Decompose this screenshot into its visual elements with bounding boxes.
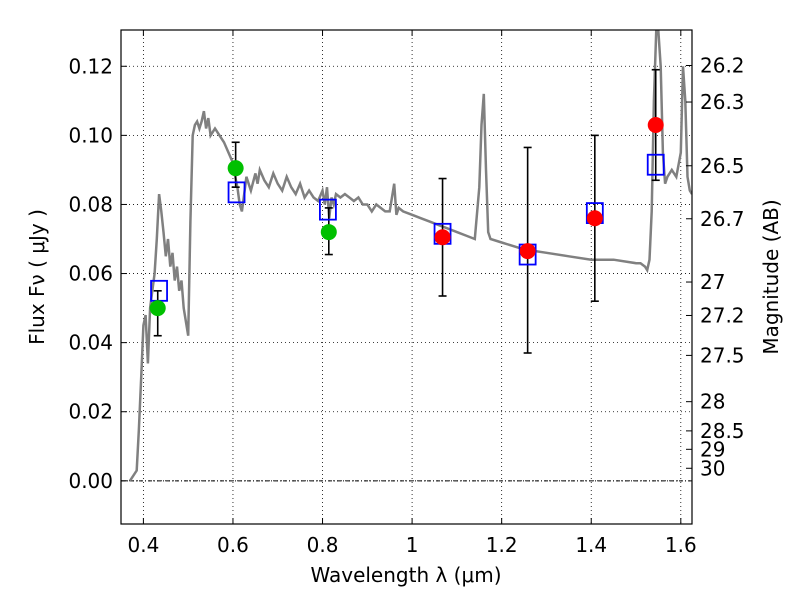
model-photometry-boxes [150, 153, 665, 302]
x-axis-ticks: 0.4 0.6 0.8 1 1.2 1.4 1.6 [127, 30, 697, 557]
model-box-marker [227, 181, 246, 204]
mag-tick-label: 26.5 [700, 154, 745, 178]
mag-tick-label: 28.5 [700, 419, 745, 443]
x-tick-label: 0.8 [307, 533, 339, 557]
y-tick-label: 0.04 [68, 331, 113, 355]
mag-tick-label: 26.3 [700, 90, 745, 114]
green-data-point [149, 300, 166, 317]
plot-area [128, 30, 692, 482]
observed-points [149, 117, 664, 317]
x-tick-label: 1.6 [665, 533, 697, 557]
y-tick-label: 0.10 [68, 123, 113, 147]
green-data-point [227, 160, 244, 177]
y-axis-label: Flux Fν ( μJy ) [25, 209, 49, 345]
x-axis-label: Wavelength λ (μm) [310, 563, 501, 587]
grid [121, 30, 692, 524]
red-data-point [647, 117, 664, 133]
x-tick-label: 1.2 [486, 533, 518, 557]
right-axis-label: Magnitude (AB) [759, 199, 783, 354]
y-axis-ticks: 0.00 0.02 0.04 0.06 0.08 0.10 0.12 [68, 54, 127, 493]
x-tick-label: 0.4 [127, 533, 159, 557]
mag-tick-label: 26.7 [700, 207, 745, 231]
mag-tick-label: 30 [700, 456, 725, 480]
red-data-point [586, 210, 603, 227]
model-spectrum-line [128, 30, 692, 482]
mag-tick-label: 28 [700, 390, 725, 414]
x-tick-label: 1 [406, 533, 419, 557]
x-tick-label: 1.4 [575, 533, 607, 557]
red-data-point [434, 229, 451, 246]
x-tick-label: 0.6 [217, 533, 249, 557]
model-box-marker [646, 153, 665, 176]
mag-tick-label: 27.5 [700, 343, 745, 367]
mag-tick-label: 29 [700, 437, 725, 461]
red-data-point [519, 243, 536, 260]
mag-tick-label: 26.2 [700, 53, 745, 77]
mag-tick-label: 27 [700, 270, 725, 294]
mag-tick-label: 27.2 [700, 303, 745, 327]
model-box-marker [319, 198, 337, 221]
error-bars [153, 68, 660, 354]
y-tick-label: 0.00 [68, 469, 113, 493]
y-tick-label: 0.02 [68, 400, 113, 424]
y-tick-label: 0.08 [68, 192, 113, 216]
y-tick-label: 0.12 [68, 54, 113, 78]
green-data-point [320, 224, 337, 241]
y-tick-label: 0.06 [68, 262, 113, 286]
plot-frame [120, 29, 693, 525]
